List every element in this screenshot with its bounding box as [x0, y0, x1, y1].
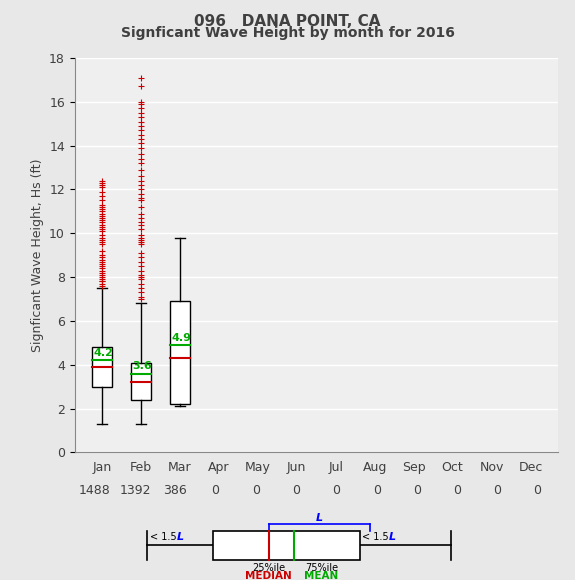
Text: 0: 0 — [373, 484, 381, 497]
Text: 0: 0 — [212, 484, 220, 497]
Text: 0: 0 — [292, 484, 300, 497]
Bar — [131, 362, 151, 400]
Text: 75%ile: 75%ile — [305, 563, 338, 572]
Text: 0: 0 — [413, 484, 421, 497]
Text: 0: 0 — [453, 484, 461, 497]
Text: 0: 0 — [332, 484, 340, 497]
Text: 096   DANA POINT, CA: 096 DANA POINT, CA — [194, 14, 381, 30]
Text: L: L — [389, 532, 396, 542]
Text: 25%ile: 25%ile — [252, 563, 285, 572]
Text: 0: 0 — [252, 484, 260, 497]
Text: < 1.5: < 1.5 — [150, 532, 179, 542]
Text: 3.6: 3.6 — [133, 361, 152, 371]
Text: 1488: 1488 — [79, 484, 111, 497]
Text: 4.2: 4.2 — [94, 348, 114, 358]
Text: < 1.5: < 1.5 — [362, 532, 392, 542]
Text: 386: 386 — [163, 484, 187, 497]
Text: 1392: 1392 — [120, 484, 151, 497]
Text: L: L — [316, 513, 323, 523]
Y-axis label: Signficant Wave Height, Hs (ft): Signficant Wave Height, Hs (ft) — [30, 158, 44, 352]
Text: L: L — [177, 532, 183, 542]
Bar — [92, 347, 112, 387]
Text: Signficant Wave Height by month for 2016: Signficant Wave Height by month for 2016 — [121, 26, 454, 40]
Text: 0: 0 — [534, 484, 542, 497]
Bar — [213, 531, 360, 560]
Text: 0: 0 — [493, 484, 501, 497]
Text: MEAN: MEAN — [304, 571, 339, 580]
Bar — [170, 301, 190, 404]
Text: MEDIAN: MEDIAN — [246, 571, 292, 580]
Text: 4.9: 4.9 — [172, 333, 191, 343]
